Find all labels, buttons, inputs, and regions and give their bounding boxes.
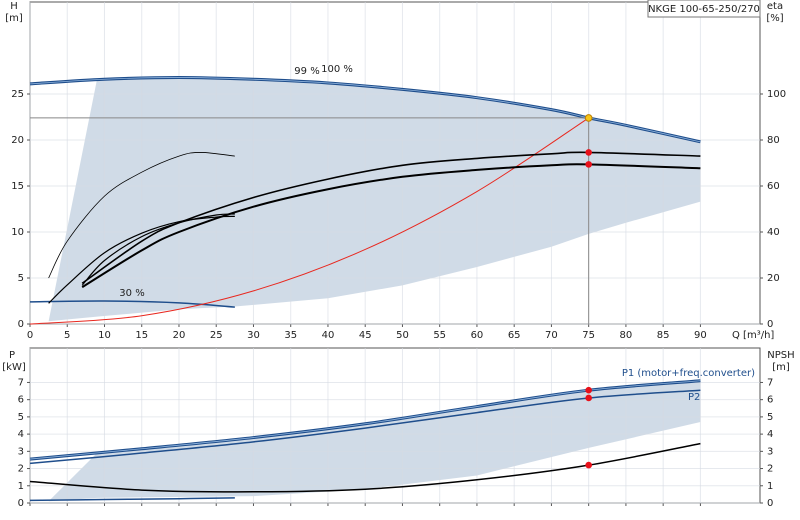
- x-tick-label: 20: [173, 330, 186, 341]
- annotation: 100 %: [321, 64, 353, 75]
- annotation: 99 %: [294, 66, 319, 77]
- y2-title: NPSH: [767, 350, 794, 361]
- model-label: NKGE 100-65-250/270: [648, 4, 760, 15]
- curve: [81, 163, 701, 289]
- y2-tick-label: 2: [767, 464, 773, 475]
- y-tick-label: 25: [11, 89, 24, 100]
- y-tick-label: 5: [18, 412, 24, 423]
- y2-tick-label: 1: [767, 481, 773, 492]
- y2-tick-label: 0: [767, 498, 773, 509]
- y-tick-label: 0: [18, 498, 24, 509]
- x-tick-label: 5: [64, 330, 70, 341]
- series-label: P2: [688, 392, 700, 403]
- series-label: P1 (motor+freq.converter): [622, 368, 755, 379]
- x-tick-label: 60: [471, 330, 484, 341]
- y-tick-label: 2: [18, 464, 24, 475]
- y2-tick-label: 80: [767, 135, 780, 146]
- curve: [48, 152, 235, 279]
- y2-tick-label: 0: [767, 319, 773, 330]
- y2-unit: [m]: [772, 362, 790, 373]
- x-tick-label: 45: [359, 330, 372, 341]
- y-tick-label: 3: [18, 446, 24, 457]
- operating-range: [48, 77, 701, 322]
- x-tick-label: 85: [657, 330, 670, 341]
- x-tick-label: 55: [433, 330, 446, 341]
- y2-tick-label: 100: [767, 89, 786, 100]
- x-tick-label: 80: [620, 330, 633, 341]
- x-tick-label: 0: [27, 330, 33, 341]
- duty-point: [585, 394, 592, 402]
- y-tick-label: 0: [18, 319, 24, 330]
- x-tick-label: 50: [396, 330, 409, 341]
- curve: [81, 151, 701, 284]
- x-tick-label: 65: [508, 330, 521, 341]
- y2-title: eta: [767, 1, 783, 12]
- y2-tick-label: 4: [767, 429, 773, 440]
- y2-tick-label: 5: [767, 412, 773, 423]
- curve-highlight: [29, 77, 701, 143]
- model-box: [647, 0, 761, 18]
- duty-point: [585, 161, 592, 168]
- y-tick-label: 5: [18, 273, 24, 284]
- y2-tick-label: 20: [767, 273, 780, 284]
- y-tick-label: 15: [11, 181, 24, 192]
- x-tick-label: 35: [284, 330, 297, 341]
- curve: [81, 213, 235, 286]
- y2-tick-label: 40: [767, 227, 780, 238]
- x-tick-label: 70: [545, 330, 558, 341]
- y-tick-label: 10: [11, 227, 24, 238]
- charts: 0 5 10 15 20 25 30 35 40 45 50 55 60 65 70 75 80 85 900510…: [2, 1, 794, 509]
- x-tick-label: 25: [210, 330, 223, 341]
- duty-point: [585, 386, 592, 394]
- curve: [29, 300, 235, 308]
- x-tick-label: 90: [694, 330, 707, 341]
- y2-tick-label: 7: [767, 377, 773, 388]
- duty-point: [585, 461, 592, 469]
- curve: [29, 117, 589, 325]
- curve: [48, 215, 235, 304]
- x-tick-label: 40: [322, 330, 335, 341]
- curve: [29, 497, 235, 502]
- y2-unit: [%]: [766, 13, 783, 24]
- x-tick-label: 75: [582, 330, 595, 341]
- y-unit: [kW]: [2, 362, 26, 373]
- annotation: 30 %: [119, 288, 144, 299]
- x-title: Q [m³/h]: [732, 330, 774, 341]
- x-tick-label: 30: [247, 330, 260, 341]
- y2-tick-label: 60: [767, 181, 780, 192]
- y-tick-label: 6: [18, 395, 24, 406]
- duty-point: [585, 149, 592, 156]
- y2-tick-label: 3: [767, 446, 773, 457]
- x-tick-label: 10: [98, 330, 111, 341]
- y-tick-label: 4: [18, 429, 24, 440]
- y-unit: [m]: [5, 13, 23, 24]
- duty-point: [584, 114, 593, 122]
- y-title: P: [9, 350, 15, 361]
- y-tick-label: 7: [18, 377, 24, 388]
- x-tick-label: 15: [135, 330, 148, 341]
- y-tick-label: 20: [11, 135, 24, 146]
- y-title: H: [10, 1, 18, 12]
- y2-tick-label: 6: [767, 395, 773, 406]
- operating-range: [48, 380, 701, 502]
- y-tick-label: 1: [18, 481, 24, 492]
